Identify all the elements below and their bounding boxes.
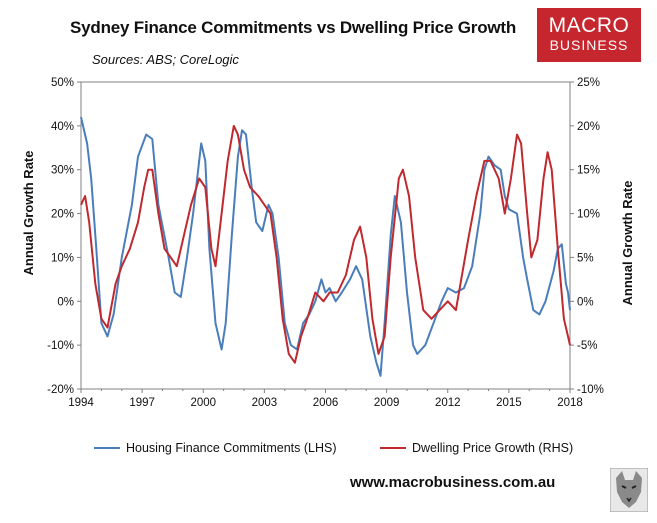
left-tick-label: 50%: [51, 77, 74, 89]
legend-label: Housing Finance Commitments (LHS): [126, 441, 337, 455]
right-tick-label: -10%: [577, 384, 604, 396]
left-tick-label: 40%: [51, 121, 74, 133]
chart-subtitle: Sources: ABS; CoreLogic: [92, 52, 239, 67]
x-tick-label: 2018: [557, 397, 583, 409]
left-tick-label: 10%: [51, 252, 74, 264]
left-tick-label: 0%: [57, 296, 74, 308]
right-tick-label: 5%: [577, 252, 594, 264]
right-tick-label: 20%: [577, 121, 600, 133]
macrobusiness-logo: MACRO BUSINESS: [537, 8, 641, 62]
right-tick-label: 25%: [577, 77, 600, 89]
series-line-housing-finance: [80, 116, 571, 377]
chart-series: [80, 116, 571, 377]
x-tick-label: 2000: [190, 397, 216, 409]
left-tick-label: -10%: [47, 340, 74, 352]
right-tick-label: 10%: [577, 209, 600, 221]
x-tick-label: 2012: [435, 397, 461, 409]
x-tick-label: 2015: [496, 397, 522, 409]
left-tick-label: 30%: [51, 165, 74, 177]
plot-frame: [80, 81, 571, 390]
right-tick-label: 0%: [577, 296, 594, 308]
left-tick-label: -20%: [47, 384, 74, 396]
legend-label: Dwelling Price Growth (RHS): [412, 441, 573, 455]
right-tick-label: -5%: [577, 340, 597, 352]
right-tick-label: 15%: [577, 165, 600, 177]
wolf-icon: [610, 468, 648, 512]
right-axis-label: Annual Growth Rate: [620, 181, 635, 306]
x-tick-label: 2003: [252, 397, 278, 409]
website-url[interactable]: www.macrobusiness.com.au: [350, 474, 556, 491]
series-line-dwelling-price: [80, 124, 571, 364]
x-tick-label: 1994: [68, 397, 94, 409]
x-tick-label: 1997: [129, 397, 155, 409]
x-tick-label: 2006: [313, 397, 339, 409]
left-axis-label: Annual Growth Rate: [21, 151, 36, 276]
logo-line-1: MACRO: [548, 14, 630, 37]
left-tick-label: 20%: [51, 209, 74, 221]
chart-title: Sydney Finance Commitments vs Dwelling P…: [70, 18, 517, 37]
logo-line-2: BUSINESS: [549, 37, 629, 53]
legend: Housing Finance Commitments (LHS) Dwellin…: [94, 441, 573, 455]
x-tick-label: 2009: [374, 397, 400, 409]
